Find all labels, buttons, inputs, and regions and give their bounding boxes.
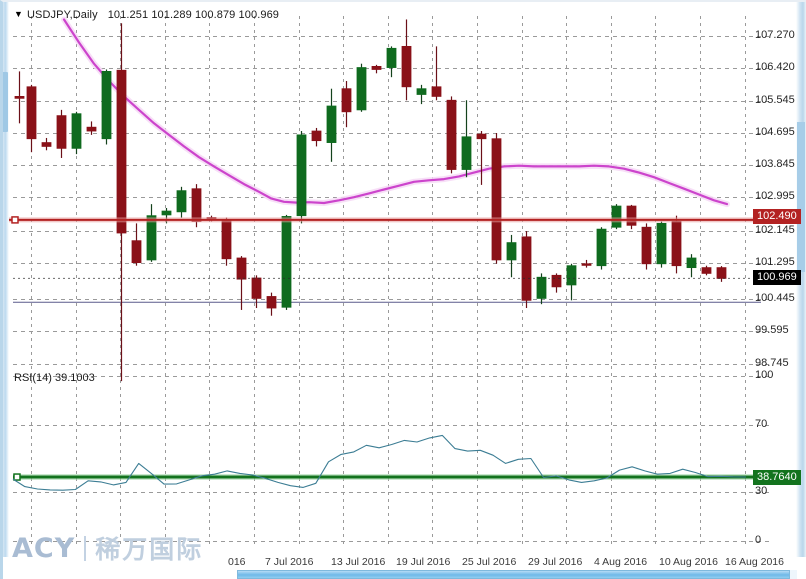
horizontal-scrollbar[interactable] [237, 568, 797, 579]
ohlc-values: 101.251 101.289 100.879 100.969 [107, 9, 280, 21]
price-axis-label-6: 102.145 [755, 224, 795, 236]
chart-data-layer [9, 16, 774, 491]
rsi-axis-label-2: 30 [755, 485, 768, 497]
chevron-down-icon[interactable]: ▼ [14, 9, 24, 19]
brand-acy-text: ACY [12, 532, 76, 564]
acy-brand-logo: ACY 稀万国际 [12, 530, 203, 566]
brand-divider [84, 535, 87, 561]
date-axis-label-7: 10 Aug 2016 [659, 556, 718, 568]
price-axis-tag-0[interactable]: 102.490 [753, 209, 801, 224]
price-axis-label-5: 102.995 [755, 190, 795, 202]
price-axis-label-1: 106.420 [755, 61, 795, 73]
rsi-indicator-label: RSI(14) 39.1003 [14, 372, 95, 384]
price-axis-label-7: 101.295 [755, 256, 795, 268]
price-axis-label-0: 107.270 [755, 29, 795, 41]
chart-plot-area[interactable] [9, 4, 796, 557]
right-scrollbar-thumb[interactable] [797, 122, 805, 272]
left-scrollbar-thumb[interactable] [1, 72, 8, 132]
date-axis-label-4: 25 Jul 2016 [462, 556, 517, 568]
right-scrollbar[interactable] [796, 2, 806, 557]
date-axis-label-0: 016 [228, 556, 246, 568]
symbol-label: USDJPY,Daily [27, 9, 98, 21]
date-axis-label-3: 19 Jul 2016 [396, 556, 451, 568]
rsi-axis-tag-0[interactable]: 38.7640 [753, 470, 801, 485]
chart-symbol-header: ▼ USDJPY,Daily 101.251 101.289 100.879 100… [14, 9, 279, 21]
rsi-axis-label-3: 0 [755, 534, 762, 546]
date-axis-label-5: 29 Jul 2016 [528, 556, 583, 568]
date-axis-strip [9, 544, 796, 568]
date-axis-label-2: 13 Jul 2016 [331, 556, 386, 568]
price-axis-tag-1[interactable]: 100.969 [753, 270, 801, 285]
price-axis-label-3: 104.695 [755, 126, 795, 138]
price-axis-label-9: 99.595 [755, 324, 789, 336]
date-axis-label-8: 16 Aug 2016 [725, 556, 784, 568]
horizontal-scrollbar-thumb[interactable] [237, 570, 790, 579]
price-axis-label-10: 98.745 [755, 357, 789, 369]
rsi-axis-label-0: 100 [755, 369, 774, 381]
price-axis-label-4: 103.845 [755, 158, 795, 170]
date-axis-label-1: 7 Jul 2016 [265, 556, 314, 568]
left-scrollbar[interactable] [0, 2, 9, 557]
date-axis-label-6: 4 Aug 2016 [594, 556, 648, 568]
rsi-axis-label-1: 70 [755, 418, 768, 430]
brand-chinese-text: 稀万国际 [95, 535, 204, 564]
price-axis-label-2: 105.545 [755, 94, 795, 106]
price-axis-label-8: 100.445 [755, 292, 795, 304]
